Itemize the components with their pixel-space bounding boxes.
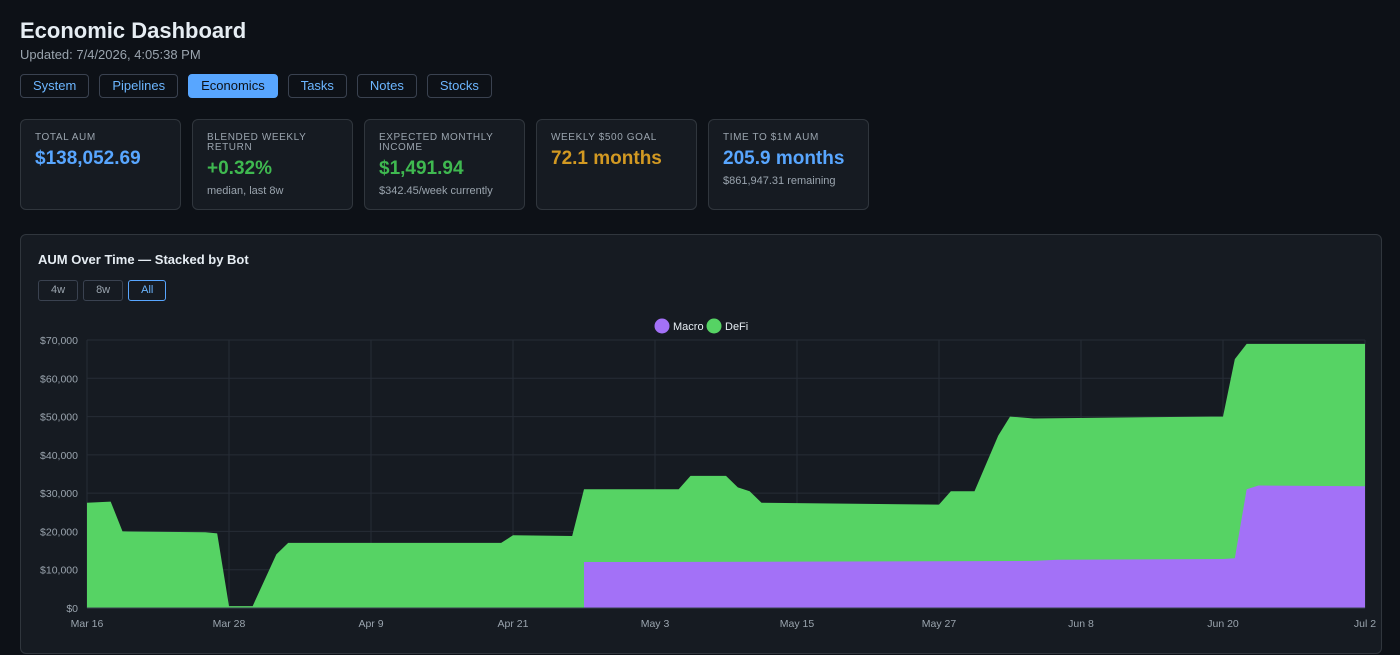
x-tick-label: Jul 2 bbox=[1354, 618, 1376, 630]
range-selector: 4w 8w All bbox=[38, 280, 167, 301]
y-tick-label: $10,000 bbox=[40, 565, 78, 577]
updated-timestamp: Updated: 7/4/2026, 4:05:38 PM bbox=[20, 47, 201, 62]
nav-tabs: System Pipelines Economics Tasks Notes S… bbox=[20, 74, 492, 98]
chart-title: AUM Over Time — Stacked by Bot bbox=[38, 252, 249, 267]
x-tick-label: Apr 21 bbox=[498, 618, 529, 630]
page-title: Economic Dashboard bbox=[20, 18, 247, 43]
tab-economics[interactable]: Economics bbox=[188, 74, 278, 98]
series-defi-area bbox=[87, 343, 1365, 608]
y-tick-label: $60,000 bbox=[40, 373, 78, 385]
series-macro-area bbox=[584, 485, 1365, 608]
card-subtext: $342.45/week currently bbox=[379, 185, 493, 197]
x-tick-label: Mar 28 bbox=[213, 618, 246, 630]
x-tick-label: Mar 16 bbox=[71, 618, 104, 630]
range-button-4w[interactable]: 4w bbox=[38, 280, 79, 301]
tab-system[interactable]: System bbox=[20, 74, 90, 98]
stat-card-time-to-1m: TIME TO $1M AUM 205.9 months $861,947.31… bbox=[708, 119, 869, 210]
aum-chart: $0 $10,000 $20,000 $30,000 $40,000 $50,000 $60… bbox=[40, 318, 1376, 630]
y-tick-label: $20,000 bbox=[40, 526, 78, 538]
x-tick-label: May 3 bbox=[641, 618, 670, 630]
stat-cards: TOTAL AUM $138,052.69 BLENDED WEEKLY RET… bbox=[20, 119, 869, 210]
aum-chart-panel: $0 $10,000 $20,000 $30,000 $40,000 $50,000 $60… bbox=[20, 234, 1382, 654]
range-button-all[interactable]: All bbox=[128, 280, 167, 301]
x-tick-label: May 15 bbox=[780, 618, 815, 630]
legend-label-defi: DeFi bbox=[725, 321, 748, 333]
stat-card-monthly-income: EXPECTED MONTHLY INCOME $1,491.94 $342.4… bbox=[364, 119, 525, 210]
card-value: 72.1 months bbox=[551, 148, 662, 169]
stat-card-weekly-return: BLENDED WEEKLY RETURN +0.32% median, las… bbox=[192, 119, 353, 210]
card-value: +0.32% bbox=[207, 158, 272, 179]
card-label: BLENDED WEEKLY RETURN bbox=[207, 132, 307, 153]
y-tick-label: $30,000 bbox=[40, 488, 78, 500]
card-value: $1,491.94 bbox=[379, 158, 464, 179]
range-button-8w[interactable]: 8w bbox=[83, 280, 124, 301]
legend-label-macro: Macro bbox=[673, 321, 704, 333]
tab-tasks[interactable]: Tasks bbox=[287, 74, 347, 98]
card-value: 205.9 months bbox=[723, 148, 845, 169]
tab-notes[interactable]: Notes bbox=[356, 74, 417, 98]
x-tick-label: Jun 8 bbox=[1068, 618, 1094, 630]
card-label: WEEKLY $500 GOAL bbox=[551, 132, 657, 143]
stat-card-total-aum: TOTAL AUM $138,052.69 bbox=[20, 119, 181, 210]
y-tick-label: $0 bbox=[66, 603, 78, 615]
x-tick-label: May 27 bbox=[922, 618, 957, 630]
stat-card-weekly-goal: WEEKLY $500 GOAL 72.1 months bbox=[536, 119, 697, 210]
y-tick-label: $70,000 bbox=[40, 335, 78, 347]
card-label: TIME TO $1M AUM bbox=[723, 132, 819, 143]
tab-stocks[interactable]: Stocks bbox=[426, 74, 492, 98]
card-value: $138,052.69 bbox=[35, 148, 141, 169]
x-tick-label: Jun 20 bbox=[1207, 618, 1239, 630]
y-tick-label: $40,000 bbox=[40, 450, 78, 462]
card-subtext: $861,947.31 remaining bbox=[723, 175, 836, 187]
tab-pipelines[interactable]: Pipelines bbox=[99, 74, 179, 98]
y-tick-label: $50,000 bbox=[40, 412, 78, 424]
card-subtext: median, last 8w bbox=[207, 185, 284, 197]
legend-swatch-defi bbox=[706, 318, 722, 334]
card-label: EXPECTED MONTHLY INCOME bbox=[379, 132, 494, 153]
x-tick-label: Apr 9 bbox=[358, 618, 383, 630]
card-label: TOTAL AUM bbox=[35, 132, 96, 143]
legend-swatch-macro bbox=[654, 318, 670, 334]
